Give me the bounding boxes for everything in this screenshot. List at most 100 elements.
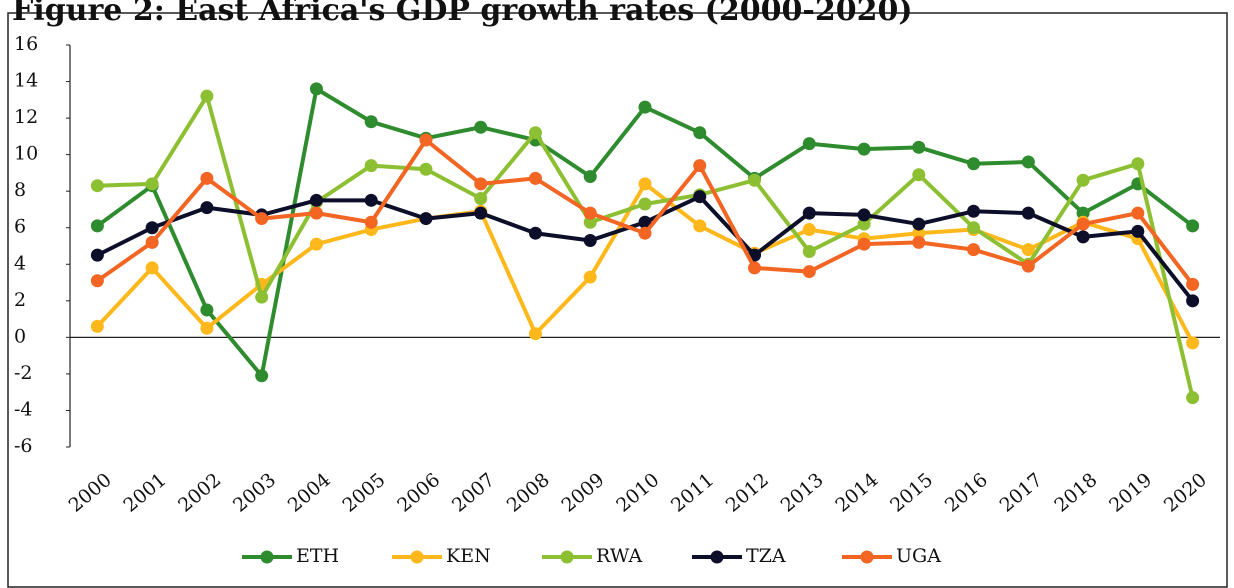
- x-tick-label: 2003: [229, 469, 280, 517]
- data-point: [419, 212, 433, 226]
- data-point: [255, 212, 269, 226]
- y-tick-label: 0: [14, 325, 26, 347]
- data-point: [1021, 155, 1035, 169]
- data-point: [583, 215, 597, 229]
- data-point: [474, 177, 488, 191]
- x-tick-label: 2012: [722, 469, 773, 517]
- data-point: [90, 219, 104, 233]
- data-point: [90, 179, 104, 193]
- data-point: [857, 208, 871, 222]
- data-point: [200, 171, 214, 185]
- chart-title: Figure 2: East Africa's GDP growth rates…: [12, 0, 913, 28]
- data-point: [419, 133, 433, 147]
- data-point: [255, 290, 269, 304]
- data-point: [145, 261, 159, 275]
- data-point: [90, 319, 104, 333]
- y-tick-label: 14: [14, 70, 38, 92]
- data-point: [583, 270, 597, 284]
- data-point: [309, 193, 323, 207]
- legend-marker: [560, 550, 574, 564]
- legend-label: RWA: [596, 545, 642, 567]
- data-point: [802, 244, 816, 258]
- legend-label: UGA: [896, 545, 941, 567]
- data-point: [1076, 217, 1090, 231]
- data-point: [1076, 206, 1090, 220]
- data-point: [583, 234, 597, 248]
- data-point: [364, 115, 378, 129]
- x-tick-label: 2017: [996, 469, 1047, 517]
- data-point: [528, 226, 542, 240]
- x-tick-label: 2009: [557, 469, 608, 517]
- x-tick-label: 2014: [831, 469, 882, 517]
- data-point: [967, 243, 981, 257]
- x-tick-label: 2007: [448, 469, 499, 517]
- data-point: [912, 226, 926, 240]
- legend-label: KEN: [446, 545, 491, 567]
- x-tick-label: 2010: [612, 469, 663, 517]
- x-tick-label: 2006: [393, 469, 444, 517]
- data-point: [638, 197, 652, 211]
- data-point: [200, 89, 214, 103]
- data-point: [1131, 206, 1145, 220]
- y-tick-label: 4: [14, 252, 26, 274]
- data-point: [693, 219, 707, 233]
- data-point: [693, 190, 707, 204]
- data-point: [802, 137, 816, 151]
- y-tick-label: 6: [14, 216, 26, 238]
- data-point: [912, 168, 926, 182]
- data-point: [474, 120, 488, 134]
- x-tick-label: 2005: [338, 469, 389, 517]
- data-point: [802, 265, 816, 279]
- data-point: [967, 157, 981, 171]
- x-tick-label: 2016: [941, 469, 992, 517]
- data-point: [1076, 173, 1090, 187]
- x-tick-label: 2019: [1105, 469, 1156, 517]
- data-point: [1021, 243, 1035, 257]
- data-point: [200, 201, 214, 215]
- data-point: [1186, 336, 1200, 350]
- data-point: [638, 215, 652, 229]
- data-point: [1021, 206, 1035, 220]
- legend-marker: [860, 550, 874, 564]
- data-point: [364, 215, 378, 229]
- x-tick-label: 2000: [65, 469, 116, 517]
- data-point: [528, 327, 542, 341]
- legend-marker: [260, 550, 274, 564]
- x-tick-label: 2020: [1160, 469, 1211, 517]
- data-point: [474, 206, 488, 220]
- data-point: [912, 140, 926, 154]
- data-point: [857, 142, 871, 156]
- data-point: [145, 235, 159, 249]
- x-tick-label: 2004: [284, 469, 335, 517]
- data-point: [419, 162, 433, 176]
- data-point: [802, 206, 816, 220]
- data-point: [1131, 157, 1145, 171]
- x-tick-label: 2002: [174, 469, 225, 517]
- data-point: [857, 237, 871, 251]
- data-point: [200, 303, 214, 317]
- data-point: [1186, 277, 1200, 291]
- data-point: [693, 126, 707, 140]
- data-point: [309, 206, 323, 220]
- data-point: [583, 170, 597, 184]
- data-point: [309, 82, 323, 96]
- x-tick-label: 2015: [886, 469, 937, 517]
- y-tick-label: 2: [14, 289, 26, 311]
- legend-marker: [410, 550, 424, 564]
- y-tick-label: 16: [14, 33, 38, 55]
- data-point: [693, 159, 707, 173]
- data-point: [967, 221, 981, 235]
- data-point: [748, 173, 762, 187]
- data-point: [1076, 230, 1090, 244]
- data-point: [638, 100, 652, 114]
- data-point: [802, 223, 816, 237]
- data-point: [1186, 294, 1200, 308]
- data-point: [583, 206, 597, 220]
- data-point: [90, 248, 104, 262]
- data-point: [1021, 259, 1035, 273]
- data-point: [638, 226, 652, 240]
- data-point: [1186, 219, 1200, 233]
- data-point: [857, 217, 871, 231]
